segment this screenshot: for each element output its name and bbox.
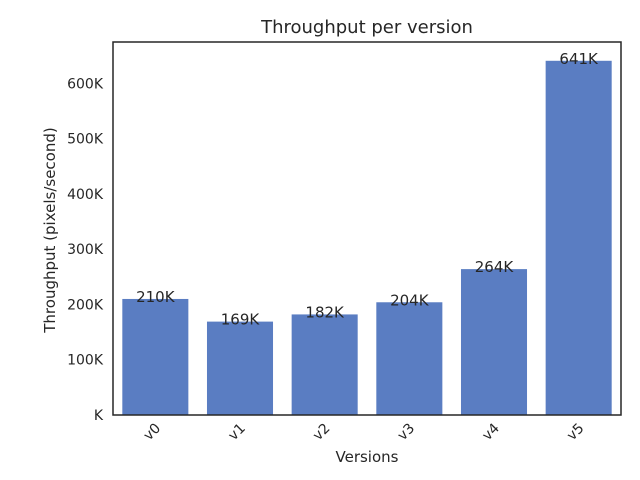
y-tick-0: K bbox=[94, 408, 104, 424]
y-tick-4: 400K bbox=[67, 187, 104, 203]
y-tick-3: 300K bbox=[67, 242, 104, 258]
data-label-v2: 182K bbox=[305, 303, 345, 321]
chart-title: Throughput per version bbox=[260, 17, 473, 38]
bar-v3 bbox=[376, 302, 443, 415]
plot-frame bbox=[112, 41, 622, 416]
x-tick-v1: v1 bbox=[225, 421, 248, 444]
x-tick-v4: v4 bbox=[479, 420, 503, 444]
y-tick-6: 600K bbox=[67, 76, 104, 92]
y-tick-1: 100K bbox=[67, 353, 104, 369]
x-tick-v3: v3 bbox=[395, 421, 418, 444]
y-tick-labels: K 100K 200K 300K 400K 500K 600K bbox=[67, 76, 104, 424]
x-tick-v2: v2 bbox=[310, 421, 333, 444]
y-tick-2: 200K bbox=[67, 297, 104, 313]
bar-v5 bbox=[545, 60, 612, 415]
data-label-v5: 641K bbox=[559, 50, 599, 68]
y-tick-5: 500K bbox=[67, 132, 104, 148]
x-tick-labels: v0 v1 v2 v3 v4 v5 bbox=[141, 420, 588, 444]
x-tick-v0: v0 bbox=[141, 421, 164, 444]
data-labels-group: 210K 169K 182K 204K 264K 641K bbox=[136, 50, 599, 329]
bar-v0 bbox=[122, 298, 189, 415]
x-axis-label: Versions bbox=[336, 448, 399, 466]
data-label-v0: 210K bbox=[136, 288, 176, 306]
bar-v4 bbox=[460, 269, 528, 415]
y-axis-label: Throughput (pixels/second) bbox=[41, 127, 59, 333]
data-label-v3: 204K bbox=[390, 291, 430, 309]
x-tick-v5: v5 bbox=[564, 421, 587, 444]
data-label-v4: 264K bbox=[475, 258, 515, 276]
bars-group bbox=[122, 60, 612, 415]
data-label-v1: 169K bbox=[221, 311, 261, 329]
bar-v1 bbox=[206, 321, 274, 415]
bar-v2 bbox=[291, 314, 358, 415]
